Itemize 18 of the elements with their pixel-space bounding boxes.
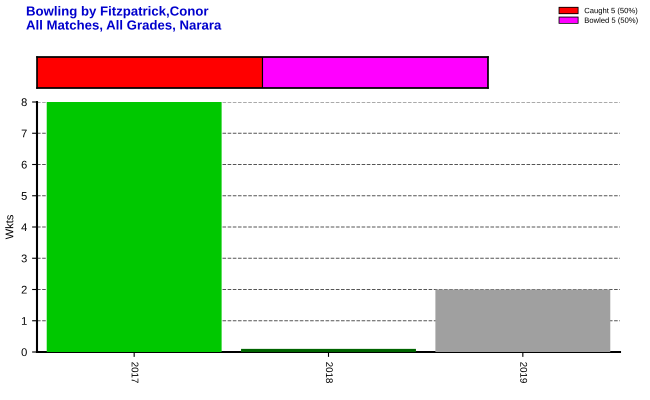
x-tick-label: 2017: [132, 362, 138, 383]
y-tick-label: 5: [22, 192, 27, 200]
bar: [435, 290, 610, 352]
y-tick-label: 4: [21, 223, 27, 232]
y-tick-label: 0: [22, 348, 27, 356]
y-tick-label: 7: [22, 130, 27, 138]
y-tick-label: 3: [22, 254, 27, 262]
chart-subtitle: All Matches, All Grades, Narara: [26, 20, 222, 32]
x-tick-label: 2019: [520, 362, 528, 383]
y-tick-label: 1: [22, 317, 27, 325]
y-tick-label: 6: [22, 160, 27, 169]
chart-title: Bowling by Fitzpatrick,Conor: [26, 6, 208, 18]
y-tick-label: 2: [22, 286, 27, 294]
bar: [46, 102, 222, 352]
y-axis-title: Wkts: [5, 215, 14, 240]
bar: [241, 348, 416, 352]
x-tick-label: 2018: [326, 362, 333, 383]
y-tick-label: 8: [22, 98, 27, 106]
